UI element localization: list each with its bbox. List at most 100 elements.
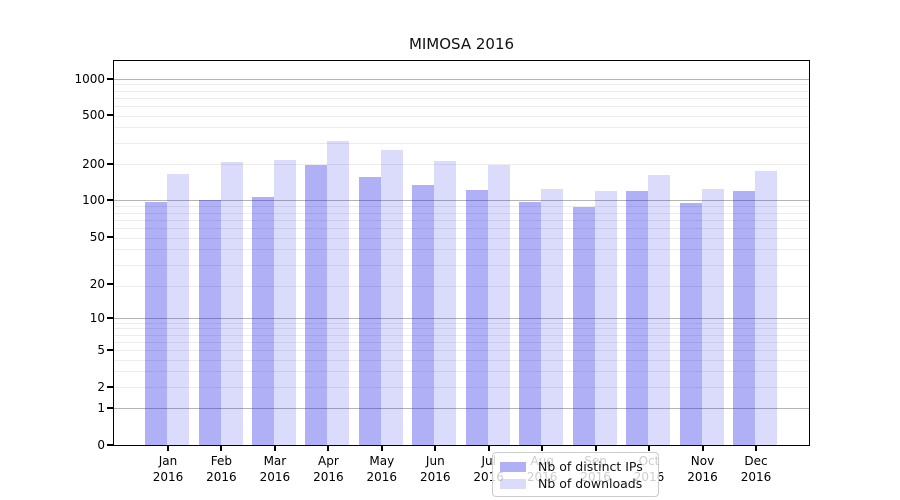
bar-downloads-may (380, 150, 403, 446)
grid-line-minor (113, 115, 810, 117)
x-tick-mark (220, 446, 223, 451)
legend-swatch-distinct-ips (500, 461, 526, 472)
x-tick-mark (434, 446, 437, 451)
grid-line-minor (113, 349, 810, 351)
bar-distinct-ips-sep (572, 207, 595, 446)
y-tick-label: 1 (97, 401, 105, 416)
x-tick-mark (594, 446, 597, 451)
grid-line-major (113, 408, 810, 410)
grid-line-minor (113, 328, 810, 330)
y-tick-mark (107, 199, 113, 202)
bar-distinct-ips-oct (626, 191, 648, 446)
bar-distinct-ips-mar (251, 196, 274, 446)
bar-distinct-ips-feb (198, 199, 221, 446)
y-tick-mark (107, 114, 113, 117)
x-tick-mark (487, 446, 490, 451)
x-tick-mark (327, 446, 330, 451)
bar-distinct-ips-dec (733, 190, 755, 446)
y-tick-label: 0 (97, 437, 105, 452)
grid-line-minor (113, 334, 810, 336)
grid-line-minor (113, 386, 810, 388)
grid-line-minor (113, 84, 810, 86)
y-tick-mark (107, 282, 113, 285)
bar-downloads-jul (487, 164, 510, 446)
bar-distinct-ips-jul (465, 189, 488, 446)
grid-line-minor (113, 264, 810, 266)
x-tick-mark (273, 446, 276, 451)
bar-distinct-ips-nov (679, 203, 702, 446)
x-tick-label: Jun 2016 (420, 454, 451, 484)
x-tick-label: Mar 2016 (259, 454, 291, 484)
bar-downloads-sep (594, 191, 617, 446)
chart-title: MIMOSA 2016 (408, 35, 515, 53)
y-tick-label: 100 (82, 193, 105, 208)
bar-distinct-ips-jan (145, 201, 167, 446)
bar-downloads-mar (273, 159, 296, 446)
grid-line-minor (113, 97, 810, 99)
x-tick-mark (541, 446, 544, 451)
x-tick-label: Dec 2016 (740, 454, 772, 484)
bar-distinct-ips-may (358, 177, 381, 446)
grid-line-major (113, 200, 810, 202)
grid-line-minor (113, 219, 810, 221)
y-tick-label: 2 (97, 379, 105, 394)
grid-line-minor (113, 341, 810, 343)
grid-line-minor (113, 249, 810, 251)
legend-item-distinct-ips: Nb of distinct IPs (500, 458, 651, 475)
bar-downloads-oct (648, 174, 670, 446)
grid-line-minor (113, 322, 810, 324)
grid-line-minor (113, 286, 810, 288)
grid-line-minor (113, 371, 810, 373)
grid-line-minor (113, 206, 810, 208)
y-tick-mark (107, 162, 113, 165)
grid-line-minor (113, 359, 810, 361)
bar-downloads-jan (167, 173, 189, 446)
x-tick-label: Nov 2016 (687, 454, 718, 484)
y-tick-mark (107, 443, 113, 446)
x-tick-label: Feb 2016 (206, 454, 237, 484)
y-tick-label: 50 (89, 229, 105, 244)
bar-downloads-feb (220, 162, 243, 446)
y-tick-label: 1000 (74, 71, 105, 86)
plot-area: Nb of distinct IPs Nb of downloads (113, 60, 810, 497)
x-tick-mark (648, 446, 650, 451)
grid-line-minor (113, 227, 810, 229)
x-tick-label: Apr 2016 (313, 454, 344, 484)
y-tick-label: 200 (82, 156, 105, 171)
grid-line-minor (113, 105, 810, 107)
grid-line-minor (113, 127, 810, 129)
bar-downloads-aug (541, 189, 564, 446)
x-tick-label: May 2016 (366, 454, 398, 484)
y-tick-label: 20 (89, 276, 105, 291)
legend-swatch-downloads (500, 478, 526, 489)
grid-line-minor (113, 237, 810, 239)
y-tick-label: 5 (97, 342, 105, 357)
bar-downloads-apr (327, 141, 350, 446)
y-tick-mark (107, 77, 113, 80)
bar-downloads-nov (701, 188, 724, 446)
bar-distinct-ips-jun (412, 184, 435, 446)
x-tick-mark (755, 446, 757, 451)
legend-label-downloads: Nb of downloads (538, 476, 643, 491)
grid-line-minor (113, 164, 810, 166)
x-tick-mark (380, 446, 383, 451)
legend-item-downloads: Nb of downloads (500, 475, 651, 492)
y-tick-mark (107, 316, 113, 319)
y-tick-label: 500 (82, 108, 105, 123)
grid-line-major (113, 78, 810, 80)
x-tick-mark (167, 446, 169, 451)
grid-line-minor (113, 90, 810, 92)
y-tick-mark (107, 385, 113, 388)
legend: Nb of distinct IPs Nb of downloads (492, 452, 659, 497)
y-tick-mark (107, 348, 113, 351)
grid-line-minor (113, 142, 810, 144)
grid-line-minor (113, 212, 810, 214)
y-tick-mark (107, 235, 113, 238)
bar-downloads-jun (434, 161, 457, 446)
grid-line-major (113, 317, 810, 319)
legend-label-distinct-ips: Nb of distinct IPs (538, 459, 643, 474)
y-tick-label: 10 (89, 310, 105, 325)
y-tick-mark (107, 407, 113, 410)
x-tick-label: Jan 2016 (152, 454, 184, 484)
